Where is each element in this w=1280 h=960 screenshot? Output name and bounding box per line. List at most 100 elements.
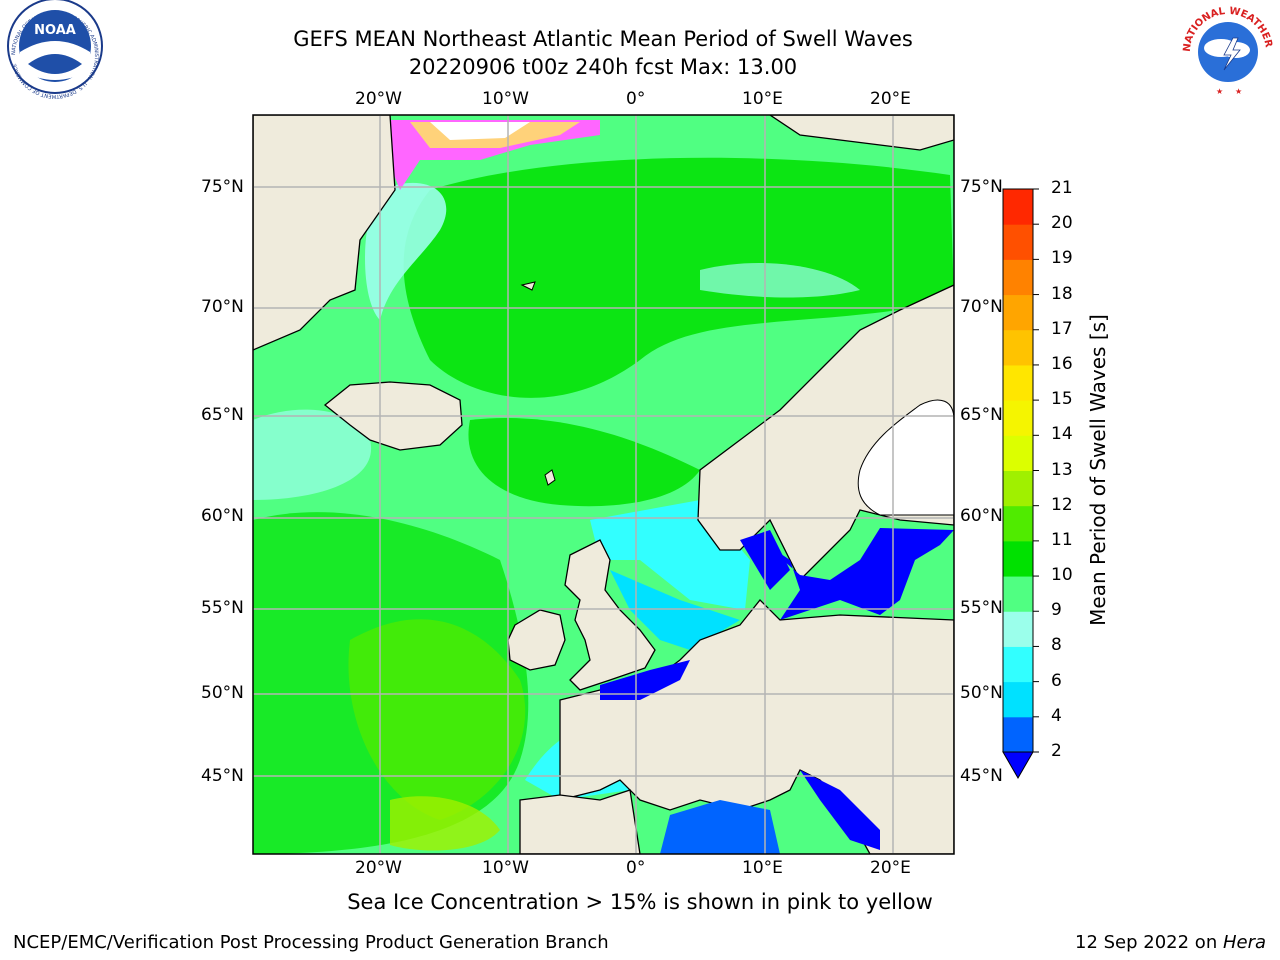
land-faroe-islands: [544, 469, 556, 486]
lon-label-bottom: 10°W: [482, 858, 529, 878]
colorbar-tick-label: 6: [1051, 670, 1062, 691]
footer-date: 12 Sep 2022 on Hera: [1075, 932, 1266, 953]
colorbar-tick-label: 10: [1051, 565, 1073, 586]
colorbar-bin: [1003, 224, 1033, 260]
lon-label-top: 0°: [626, 89, 646, 109]
lat-label-left: 45°N: [201, 766, 244, 786]
land-continental-europe: [519, 599, 954, 854]
lat-label-right: 60°N: [960, 506, 1003, 526]
ocean-field-10-11s: [403, 157, 954, 398]
map-subtitle: 20220906 t00z 240h fcst Max: 13.00: [408, 55, 798, 79]
colorbar-tick-label: 18: [1051, 283, 1073, 304]
lat-label-left: 50°N: [201, 683, 244, 703]
colorbar-bin: [1003, 716, 1033, 753]
colorbar-tick-label: 9: [1051, 600, 1062, 621]
ocean-field-9-10s: [253, 115, 954, 854]
sea-ice-caption: Sea Ice Concentration > 15% is shown in …: [347, 890, 933, 914]
biscay-field: [525, 724, 630, 800]
colorbar-bin: [1003, 681, 1033, 718]
ocean-field-8-9s: [700, 262, 860, 298]
lat-label-right: 75°N: [960, 177, 1003, 197]
colorbar-tick-label: 8: [1051, 635, 1062, 656]
lon-label-bottom: 0°: [626, 858, 646, 878]
colorbar-tick-label: 16: [1051, 353, 1073, 374]
north-sea-field: [590, 500, 750, 610]
land-ireland: [507, 609, 566, 671]
ocean-field-11-12s: [348, 619, 526, 820]
lon-label-bottom: 10°E: [742, 858, 783, 878]
colorbar-bin: [1003, 189, 1033, 225]
colorbar-tick-label: 2: [1051, 741, 1062, 761]
ocean-field-10-11s: [468, 418, 700, 507]
land-scandinavia: [697, 284, 954, 582]
lon-label-top: 10°W: [482, 89, 529, 109]
colorbar-tick-label: 20: [1051, 213, 1073, 234]
lat-label-right: 55°N: [960, 598, 1003, 618]
sea-ice-edge: [410, 122, 580, 148]
colorbar-tick-label: 15: [1051, 389, 1073, 410]
baltic-sea-field: [760, 528, 954, 620]
land-great-britain: [564, 539, 656, 691]
colorbar-bin: [1003, 576, 1033, 612]
land-iceland: [323, 381, 463, 451]
colorbar-tick-label: 4: [1051, 705, 1062, 726]
ocean-field-10-11s: [253, 512, 529, 854]
sea-ice-core: [430, 122, 530, 140]
lat-label-left: 75°N: [201, 177, 244, 197]
colorbar-bin: [1003, 505, 1033, 542]
lon-label-top: 20°W: [355, 89, 402, 109]
map-title: GEFS MEAN Northeast Atlantic Mean Period…: [293, 27, 913, 51]
graticule: [253, 115, 954, 854]
colorbar-outline: [1002, 188, 1034, 753]
north-sea-field: [610, 570, 740, 650]
colorbar-bin: [1003, 259, 1033, 296]
sea-ice-edge: [390, 120, 600, 190]
colorbar-bin: [1003, 646, 1033, 683]
colorbar-bin: [1003, 435, 1033, 471]
footer-branch: NCEP/EMC/Verification Post Processing Pr…: [13, 932, 609, 953]
lat-label-right: 70°N: [960, 297, 1003, 317]
lat-label-right: 45°N: [960, 766, 1003, 786]
land-greenland: [253, 115, 396, 351]
svg-text:★: ★: [1235, 87, 1242, 96]
mediterranean-field: [660, 800, 780, 854]
adriatic-field: [800, 770, 880, 850]
lat-label-left: 60°N: [201, 506, 244, 526]
colorbar-bin: [1003, 400, 1033, 436]
lat-label-left: 55°N: [201, 598, 244, 618]
footer-date-text: 12 Sep 2022 on: [1075, 932, 1223, 953]
lon-label-bottom: 20°W: [355, 858, 402, 878]
colorbar-label: Mean Period of Swell Waves [s]: [1086, 314, 1110, 626]
map-frame: [252, 114, 955, 855]
colorbar-bin: [1003, 329, 1033, 366]
land-jan-mayen: [520, 281, 536, 291]
gulf-of-bothnia: [857, 399, 954, 516]
ocean-field-8-9s: [253, 409, 372, 500]
footer-machine: Hera: [1222, 932, 1266, 953]
lat-label-right: 65°N: [960, 405, 1003, 425]
land-svalbard: [768, 115, 954, 151]
svg-text:★: ★: [1216, 87, 1223, 96]
colorbar-tick-label: 17: [1051, 318, 1073, 339]
lon-label-top: 20°E: [870, 89, 911, 109]
colorbar-tick-label: 19: [1051, 248, 1073, 269]
land-iberia: [519, 789, 641, 854]
nws-logo: NATIONAL WEATHER SERVICE ★ ★: [1178, 0, 1275, 97]
colorbar-extend-arrow: [1002, 751, 1034, 780]
colorbar-tick-label: 13: [1051, 459, 1073, 480]
lat-label-left: 70°N: [201, 297, 244, 317]
noaa-logo: NATIONAL OCEANIC AND ATMOSPHERIC ADMINIS…: [7, 0, 103, 99]
colorbar-bin: [1003, 294, 1033, 331]
colorbar-tick-label: 14: [1051, 424, 1073, 445]
colorbar-bin: [1003, 364, 1033, 401]
ocean-field-12-13s: [390, 796, 500, 851]
lat-label-left: 65°N: [201, 405, 244, 425]
colorbar-tick-label: 21: [1051, 178, 1073, 198]
colorbar-tick-label: 11: [1051, 529, 1073, 550]
colorbar-bin: [1003, 470, 1033, 507]
lon-label-bottom: 20°E: [870, 858, 911, 878]
colorbar-bin: [1003, 611, 1033, 647]
english-channel-field: [600, 660, 690, 700]
svg-text:NOAA: NOAA: [34, 23, 76, 38]
ocean-field-8-9s: [365, 182, 447, 320]
